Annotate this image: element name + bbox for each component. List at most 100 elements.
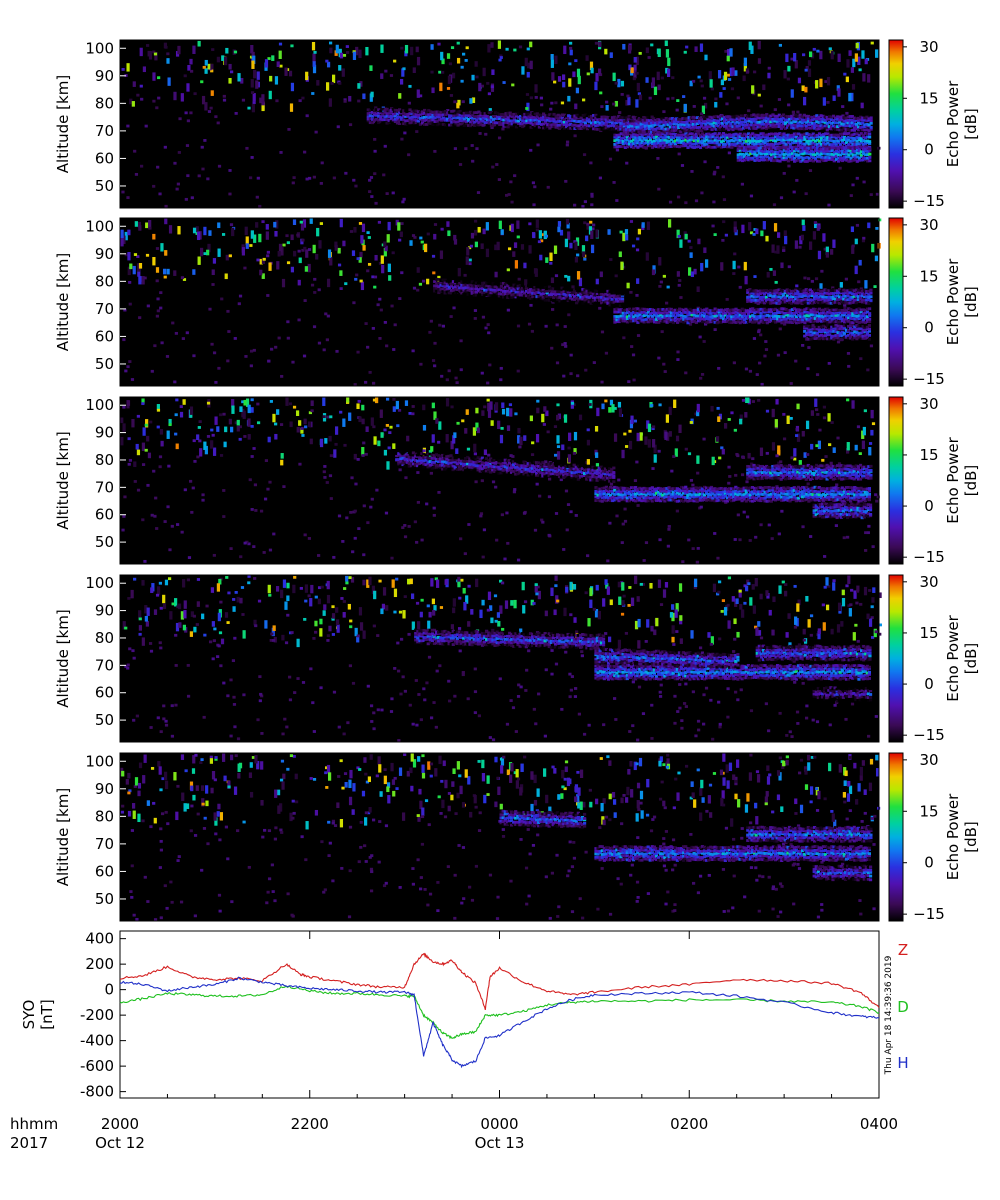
layer-cell (849, 147, 853, 150)
layer-cell (641, 131, 645, 135)
layer-cell (552, 299, 556, 303)
noise-cell (759, 104, 763, 108)
layer-cell (460, 291, 464, 295)
echo-cell (850, 67, 854, 73)
layer-cell (391, 121, 395, 125)
noise-cell (226, 309, 230, 313)
layer-cell (787, 295, 792, 299)
layer-cell (613, 310, 617, 314)
layer-cell (630, 135, 634, 139)
layer-cell (600, 298, 604, 302)
layer-cell (830, 311, 834, 315)
y-tick-label: 70 (95, 122, 114, 140)
layer-cell (710, 124, 714, 128)
layer-cell (841, 147, 845, 150)
noise-cell (234, 111, 238, 115)
layer-cell (840, 313, 845, 317)
layer-cell (758, 289, 762, 293)
layer-cell (623, 146, 627, 149)
layer-cell (771, 132, 776, 136)
layer-cell (639, 130, 643, 134)
layer-cell (849, 139, 853, 143)
layer-cell (823, 115, 827, 119)
layer-cell (368, 109, 372, 113)
echo-cell (398, 238, 402, 242)
echo-cell (513, 242, 518, 248)
layer-cell (450, 117, 454, 121)
echo-cell (776, 232, 781, 238)
layer-cell (423, 119, 427, 122)
noise-cell (615, 199, 619, 202)
layer-cell (704, 127, 708, 131)
layer-cell (489, 293, 493, 297)
noise-cell (490, 126, 494, 129)
echo-cell (708, 71, 712, 80)
layer-cell (742, 154, 747, 158)
layer-cell (661, 136, 665, 140)
layer-cell (598, 127, 602, 131)
layer-cell (825, 115, 829, 119)
echo-cell (628, 64, 632, 71)
layer-cell (811, 138, 815, 141)
layer-cell (466, 284, 470, 288)
echo-cell (124, 253, 128, 257)
layer-cell (366, 112, 370, 115)
echo-cell (783, 70, 787, 79)
layer-cell (600, 128, 604, 131)
layer-cell (596, 118, 600, 121)
layer-cell (602, 296, 606, 300)
echo-cell (384, 245, 388, 252)
layer-cell (642, 314, 646, 318)
noise-cell (725, 297, 729, 301)
noise-cell (757, 328, 761, 332)
layer-cell (752, 113, 756, 117)
layer-cell (684, 315, 688, 318)
layer-cell (707, 135, 711, 139)
echo-cell (426, 278, 430, 285)
layer-cell (847, 149, 851, 153)
echo-cell (808, 51, 813, 58)
echo-cell (388, 275, 392, 281)
layer-cell (859, 115, 863, 119)
layer-cell (700, 118, 704, 122)
layer-cell (860, 289, 865, 293)
layer-cell (524, 294, 529, 298)
layer-cell (632, 316, 636, 320)
layer-cell (544, 119, 548, 122)
layer-cell (801, 149, 805, 153)
layer-cell (752, 299, 756, 302)
layer-cell (649, 130, 654, 134)
layer-cell (797, 153, 801, 157)
layer-cell (652, 123, 656, 127)
layer-cell (391, 112, 395, 116)
layer-cell (761, 139, 765, 143)
layer-cell (831, 295, 835, 299)
layer-cell (865, 307, 870, 311)
layer-cell (842, 320, 847, 324)
layer-cell (867, 117, 871, 121)
layer-cell (827, 121, 831, 124)
noise-cell (604, 351, 609, 355)
layer-cell (460, 122, 464, 126)
echo-cell (301, 96, 305, 100)
layer-cell (368, 121, 372, 125)
layer-cell (723, 142, 728, 146)
layer-cell (738, 155, 742, 159)
layer-cell (829, 127, 834, 131)
layer-cell (782, 156, 786, 160)
layer-cell (581, 295, 585, 299)
layer-cell (803, 336, 807, 340)
layer-cell (865, 122, 869, 126)
layer-cell (815, 317, 820, 321)
layer-cell (629, 124, 633, 128)
layer-cell (800, 292, 804, 296)
layer-cell (377, 118, 381, 122)
echo-cell (326, 61, 331, 68)
layer-cell (679, 130, 683, 134)
layer-cell (468, 124, 473, 128)
layer-cell (485, 123, 489, 127)
layer-cell (523, 124, 527, 128)
echo-cell (337, 247, 341, 254)
layer-cell (732, 136, 736, 140)
layer-cell (585, 289, 589, 293)
